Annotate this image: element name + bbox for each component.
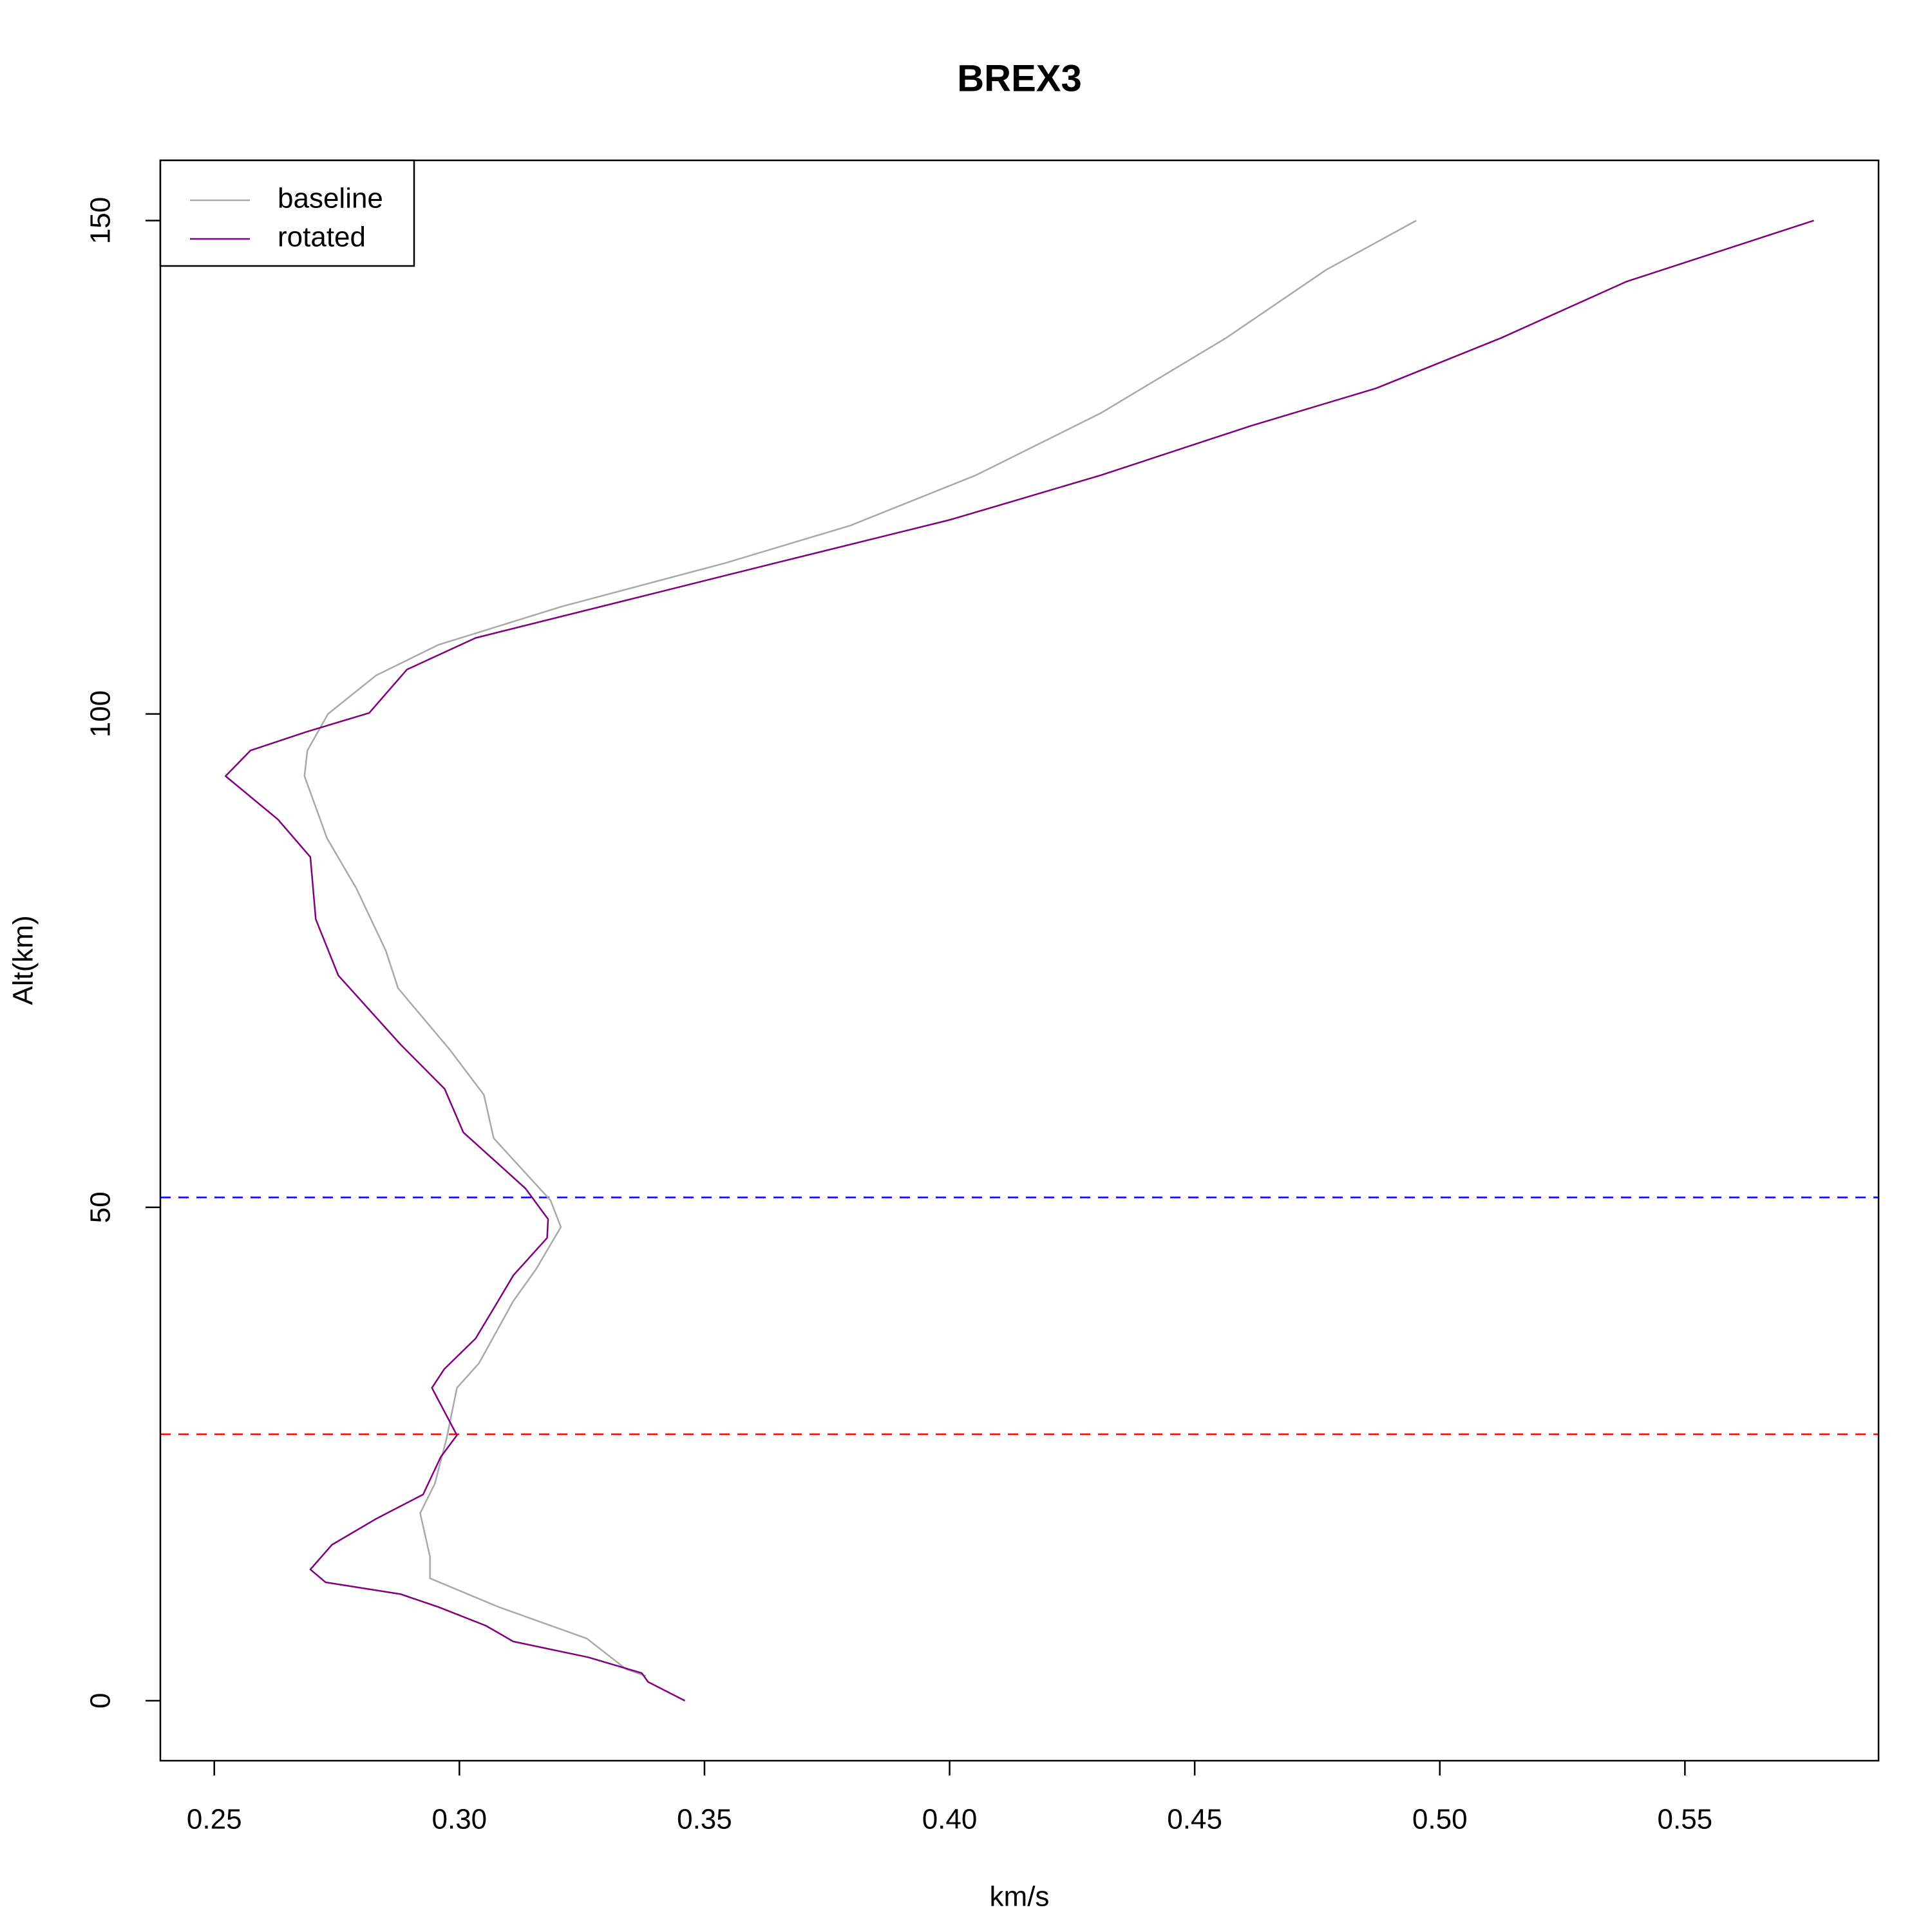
x-tick-label: 0.50 [1412, 1804, 1468, 1835]
chart-title: BREX3 [957, 57, 1081, 99]
x-tick-label: 0.30 [432, 1804, 488, 1835]
legend-label: rotated [278, 222, 366, 253]
y-axis-label: Alt(km) [8, 915, 39, 1005]
y-tick-label: 50 [85, 1191, 117, 1223]
x-tick-label: 0.35 [677, 1804, 732, 1835]
legend-label: baseline [278, 183, 383, 214]
y-tick-label: 0 [85, 1693, 117, 1709]
y-tick-label: 150 [85, 197, 117, 244]
x-tick-label: 0.45 [1167, 1804, 1222, 1835]
legend-box [159, 159, 415, 267]
plot-frame [159, 159, 1880, 1762]
x-tick-label: 0.55 [1658, 1804, 1713, 1835]
series-line [224, 220, 1814, 1701]
y-tick-label: 100 [85, 690, 117, 737]
x-axis-label: km/s [990, 1881, 1050, 1913]
series-line [303, 220, 1417, 1677]
x-tick-label: 0.40 [922, 1804, 978, 1835]
x-tick-label: 0.25 [187, 1804, 242, 1835]
